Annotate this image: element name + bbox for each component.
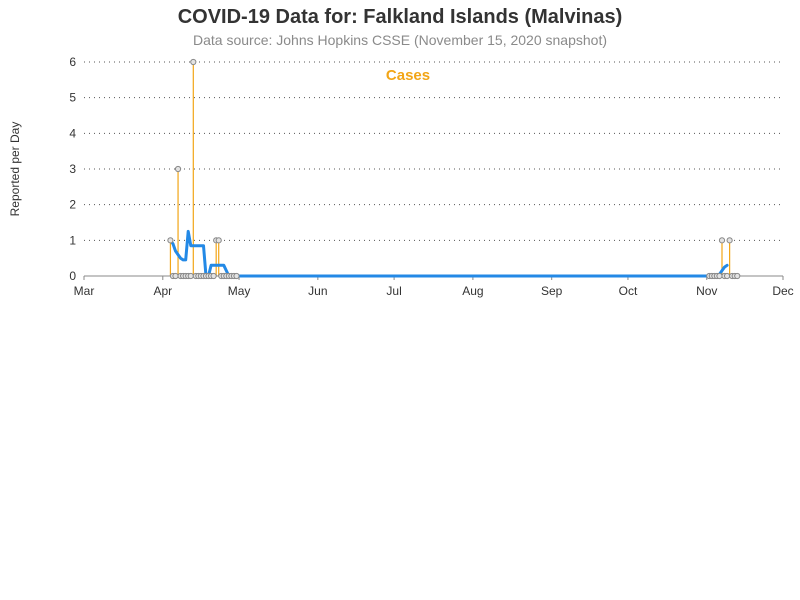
cases-markers	[167, 58, 741, 280]
x-tick-label: Mar	[74, 284, 95, 298]
x-tick-label: Oct	[619, 284, 638, 298]
x-tick-label: Sep	[541, 284, 563, 298]
x-tick-label: Dec	[772, 284, 793, 298]
x-tick-label: Jul	[386, 284, 401, 298]
case-marker	[190, 58, 197, 66]
y-tick-label: 6	[69, 55, 76, 69]
y-tick-label: 2	[69, 198, 76, 212]
y-tick-label: 4	[69, 126, 76, 140]
case-marker	[233, 272, 240, 280]
case-marker	[726, 237, 733, 244]
x-tick-label: Nov	[696, 284, 717, 298]
case-marker	[718, 237, 726, 244]
y-tick-label: 5	[69, 91, 76, 105]
average-line-group	[168, 229, 729, 278]
x-tick-labels: Mar Apr May Jun Jul Aug Sep Oct Nov Dec	[74, 276, 794, 298]
case-marker	[734, 272, 741, 280]
x-tick-label: Jun	[308, 284, 327, 298]
y-axis-label: Reported per Day	[8, 122, 22, 217]
case-marker	[723, 272, 731, 280]
average-line	[168, 229, 729, 278]
gridlines	[84, 61, 783, 241]
case-marker	[716, 272, 723, 280]
chart-title: COVID-19 Data for: Falkland Islands (Mal…	[178, 6, 623, 28]
case-marker	[210, 272, 217, 280]
case-marker	[215, 237, 222, 244]
y-tick-label: 3	[69, 162, 76, 176]
y-tick-labels: 0 1 2 3 4 5 6	[69, 55, 76, 283]
y-tick-label: 0	[69, 269, 76, 283]
case-marker	[187, 272, 194, 280]
x-tick-label: Apr	[153, 284, 172, 298]
x-tick-label: Aug	[462, 284, 483, 298]
x-tick-label: May	[228, 284, 251, 298]
chart-subtitle: Data source: Johns Hopkins CSSE (Novembe…	[193, 32, 607, 48]
case-marker	[167, 237, 174, 244]
y-tick-label: 1	[69, 233, 76, 247]
legend-cases-label: Cases	[386, 67, 430, 84]
case-marker	[172, 272, 179, 280]
cases-needles	[169, 62, 731, 276]
case-marker	[174, 165, 182, 173]
